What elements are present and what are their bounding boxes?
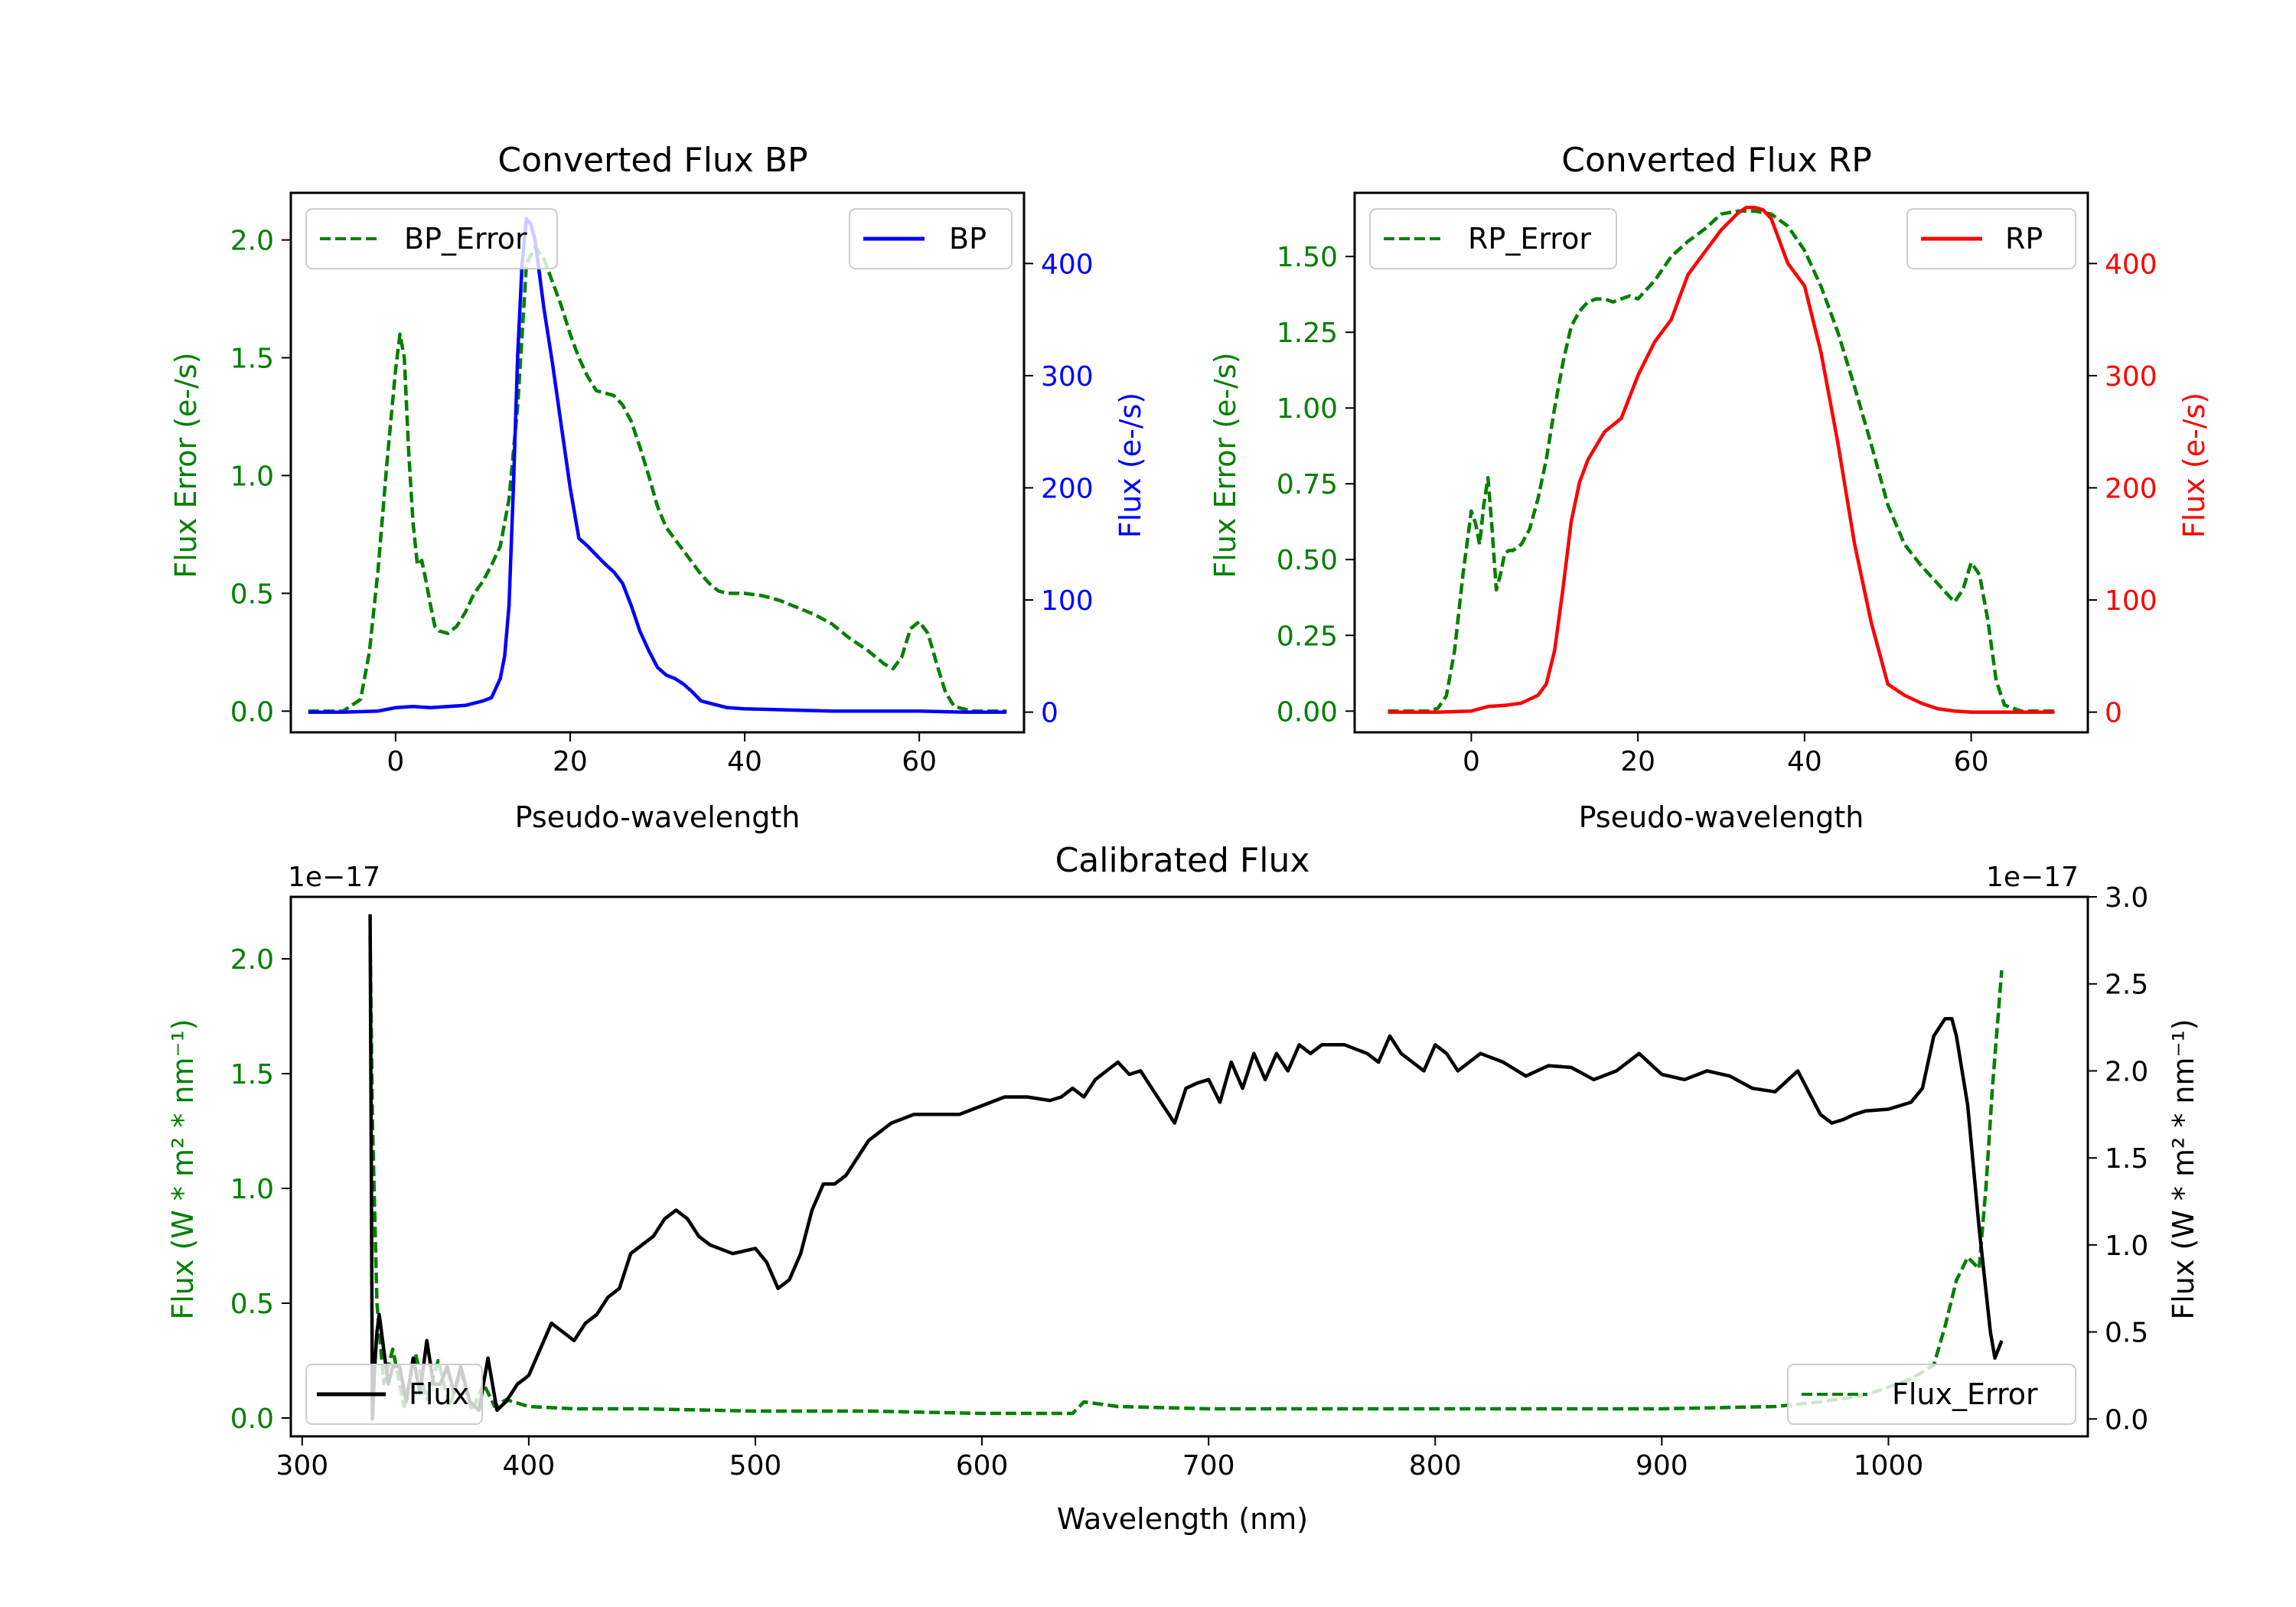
bp-ytick-right-label: 0 bbox=[1041, 698, 1058, 729]
rp-xlabel: Pseudo-wavelength bbox=[1579, 800, 1864, 834]
cal-ytick-left-label: 0.0 bbox=[230, 1403, 274, 1435]
cal-ytick-left-label: 1.5 bbox=[230, 1059, 274, 1090]
bp-legend-right: BP bbox=[849, 208, 1013, 269]
cal-title: Calibrated Flux bbox=[1055, 841, 1310, 880]
cal-legend-right-label: Flux_Error bbox=[1892, 1377, 2038, 1411]
cal-xtick-label: 700 bbox=[1182, 1450, 1235, 1482]
rp-ytick-right-label: 0 bbox=[2105, 698, 2122, 729]
cal-ytick-right-label: 0.0 bbox=[2105, 1404, 2148, 1436]
cal-xlabel: Wavelength (nm) bbox=[1057, 1502, 1308, 1536]
cal-ytick-right-label: 1.0 bbox=[2105, 1231, 2148, 1262]
cal-xtick-label: 300 bbox=[276, 1450, 328, 1482]
rp-xtick-label: 0 bbox=[1463, 746, 1480, 777]
rp-legend-left: RP_Error bbox=[1369, 208, 1617, 269]
bp-xlabel: Pseudo-wavelength bbox=[515, 800, 801, 834]
bp-ytick-right-label: 100 bbox=[1041, 585, 1094, 617]
cal-offset-right: 1e−17 bbox=[1986, 862, 2079, 893]
bp-title: Converted Flux BP bbox=[497, 141, 807, 180]
cal-legend-right: Flux_Error bbox=[1787, 1364, 2076, 1425]
cal-xtick-label: 400 bbox=[503, 1450, 556, 1482]
cal-ytick-left-label: 0.5 bbox=[230, 1289, 274, 1320]
rp-ytick-right-label: 200 bbox=[2105, 473, 2157, 504]
cal-ylabel-left: Flux (W * m² * nm⁻¹) bbox=[166, 1019, 200, 1319]
cal-ytick-right-label: 3.0 bbox=[2105, 882, 2148, 914]
bp-ytick-right-label: 200 bbox=[1041, 473, 1094, 504]
rp-ytick-left-label: 0.00 bbox=[1277, 696, 1338, 728]
chart-bp: Converted Flux BP 0 20 40 60 0.0 0.5 1.0 1.5 2.… bbox=[169, 141, 1147, 834]
rp-ytick-left-label: 1.50 bbox=[1277, 242, 1338, 273]
bp-frame bbox=[289, 191, 1026, 734]
cal-xtick-label: 1000 bbox=[1854, 1450, 1924, 1482]
rp-xtick-label: 20 bbox=[1620, 746, 1655, 777]
bp-ytick-right-label: 400 bbox=[1041, 249, 1094, 280]
bp-ylabel-left: Flux Error (e-/s) bbox=[169, 352, 203, 578]
rp-ytick-left-label: 0.25 bbox=[1277, 621, 1338, 652]
rp-title: Converted Flux RP bbox=[1561, 141, 1872, 180]
rp-legend-right: RP bbox=[1906, 208, 2076, 269]
bp-ytick-left-label: 2.0 bbox=[230, 226, 274, 257]
chart-calibrated: Calibrated Flux 300 400 500 600 700 800 900 100… bbox=[166, 841, 2200, 1536]
rp-ytick-right-label: 100 bbox=[2105, 585, 2157, 617]
bp-legend-left: BP_Error bbox=[305, 208, 558, 269]
cal-xtick-label: 800 bbox=[1409, 1450, 1462, 1482]
bp-xtick-label: 40 bbox=[727, 746, 762, 777]
cal-ytick-left-label: 1.0 bbox=[230, 1174, 274, 1205]
cal-frame bbox=[289, 895, 2089, 1438]
rp-series-rp-error bbox=[1388, 209, 2055, 713]
rp-ytick-left-label: 1.00 bbox=[1277, 393, 1338, 425]
bp-series-bp-error bbox=[308, 245, 1007, 713]
rp-ytick-left-label: 0.75 bbox=[1277, 469, 1338, 500]
rp-ytick-right-label: 400 bbox=[2105, 249, 2157, 280]
rp-ytick-left-label: 1.25 bbox=[1277, 318, 1338, 349]
cal-series-flux-error bbox=[368, 935, 2004, 1416]
cal-ytick-right-label: 0.5 bbox=[2105, 1318, 2148, 1349]
bp-ytick-left-label: 1.5 bbox=[230, 344, 274, 375]
bp-ytick-left-label: 0.5 bbox=[230, 579, 274, 610]
rp-legend-right-label: RP bbox=[2005, 222, 2043, 256]
rp-xtick-label: 60 bbox=[1954, 746, 1989, 777]
bp-ylabel-right: Flux (e-/s) bbox=[1114, 393, 1147, 538]
rp-series-rp bbox=[1388, 205, 2055, 714]
cal-legend-left-label: Flux bbox=[409, 1377, 469, 1411]
rp-xtick-label: 40 bbox=[1787, 746, 1822, 777]
cal-legend-left: Flux bbox=[305, 1364, 483, 1425]
bp-ytick-left-label: 1.0 bbox=[230, 461, 274, 492]
bp-ytick-left-label: 0.0 bbox=[230, 696, 274, 728]
cal-xtick-label: 900 bbox=[1636, 1450, 1688, 1482]
rp-ytick-right-label: 300 bbox=[2105, 361, 2157, 393]
rp-frame bbox=[1353, 191, 2089, 734]
cal-offset-left: 1e−17 bbox=[288, 862, 380, 893]
cal-ytick-right-label: 1.5 bbox=[2105, 1143, 2148, 1175]
cal-xtick-label: 600 bbox=[956, 1450, 1009, 1482]
cal-ylabel-right: Flux (W * m² * nm⁻¹) bbox=[2167, 1019, 2200, 1319]
rp-ytick-left-label: 0.50 bbox=[1277, 545, 1338, 576]
cal-xtick-label: 500 bbox=[729, 1450, 782, 1482]
rp-ylabel-left: Flux Error (e-/s) bbox=[1208, 352, 1242, 578]
cal-ytick-left-label: 2.0 bbox=[230, 944, 274, 976]
bp-legend-right-label: BP bbox=[949, 222, 987, 256]
cal-series-flux bbox=[368, 914, 2004, 1421]
bp-ytick-right-label: 300 bbox=[1041, 361, 1094, 393]
bp-xtick-label: 60 bbox=[902, 746, 937, 777]
cal-ytick-right-label: 2.0 bbox=[2105, 1056, 2148, 1087]
bp-xtick-label: 0 bbox=[386, 746, 404, 777]
cal-ytick-right-label: 2.5 bbox=[2105, 970, 2148, 1001]
rp-legend-left-label: RP_Error bbox=[1468, 222, 1591, 256]
bp-legend-left-label: BP_Error bbox=[404, 222, 527, 256]
bp-series-bp bbox=[308, 217, 1007, 714]
rp-ylabel-right: Flux (e-/s) bbox=[2177, 393, 2211, 538]
chart-rp: Converted Flux RP 0 20 40 60 0.00 0.25 0.50 0.… bbox=[1208, 141, 2211, 834]
bp-xtick-label: 20 bbox=[553, 746, 588, 777]
